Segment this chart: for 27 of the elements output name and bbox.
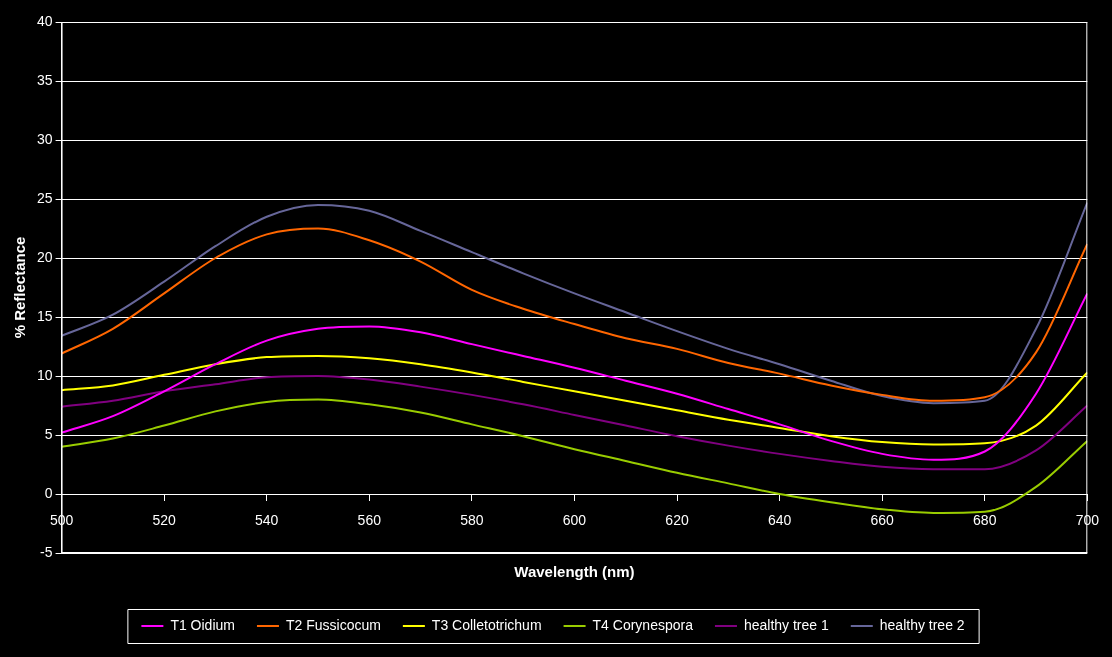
x-tick-label: 560 xyxy=(357,512,382,529)
legend-label: T4 Corynespora xyxy=(592,616,694,633)
x-tick-label: 580 xyxy=(460,512,484,529)
y-tick-label: 10 xyxy=(36,366,53,383)
x-tick-label: 600 xyxy=(562,512,587,529)
y-tick-label: -5 xyxy=(40,543,53,560)
y-tick-label: 40 xyxy=(36,12,53,29)
x-tick-label: 540 xyxy=(255,512,279,529)
y-tick-label: 20 xyxy=(36,248,53,265)
x-tick-label: 680 xyxy=(973,512,997,529)
y-tick-label: 0 xyxy=(44,484,53,501)
legend-label: T1 Oidium xyxy=(170,616,235,633)
legend-label: T2 Fussicocum xyxy=(285,616,381,633)
y-axis-title: % Reflectance xyxy=(11,236,29,339)
y-tick-label: 30 xyxy=(36,130,53,147)
y-tick-label: 5 xyxy=(44,425,53,442)
legend-label: T3 Colletotrichum xyxy=(431,616,542,633)
x-tick-label: 660 xyxy=(870,512,895,529)
x-tick-label: 640 xyxy=(767,512,792,529)
x-axis-title: Wavelength (nm) xyxy=(514,563,635,581)
legend-label: healthy tree 2 xyxy=(879,616,965,633)
x-tick-label: 620 xyxy=(665,512,689,529)
x-tick-label: 520 xyxy=(152,512,177,529)
y-tick-label: 15 xyxy=(36,307,53,324)
y-tick-label: 25 xyxy=(36,189,53,206)
legend-label: healthy tree 1 xyxy=(743,616,829,633)
y-tick-label: 35 xyxy=(36,71,53,88)
